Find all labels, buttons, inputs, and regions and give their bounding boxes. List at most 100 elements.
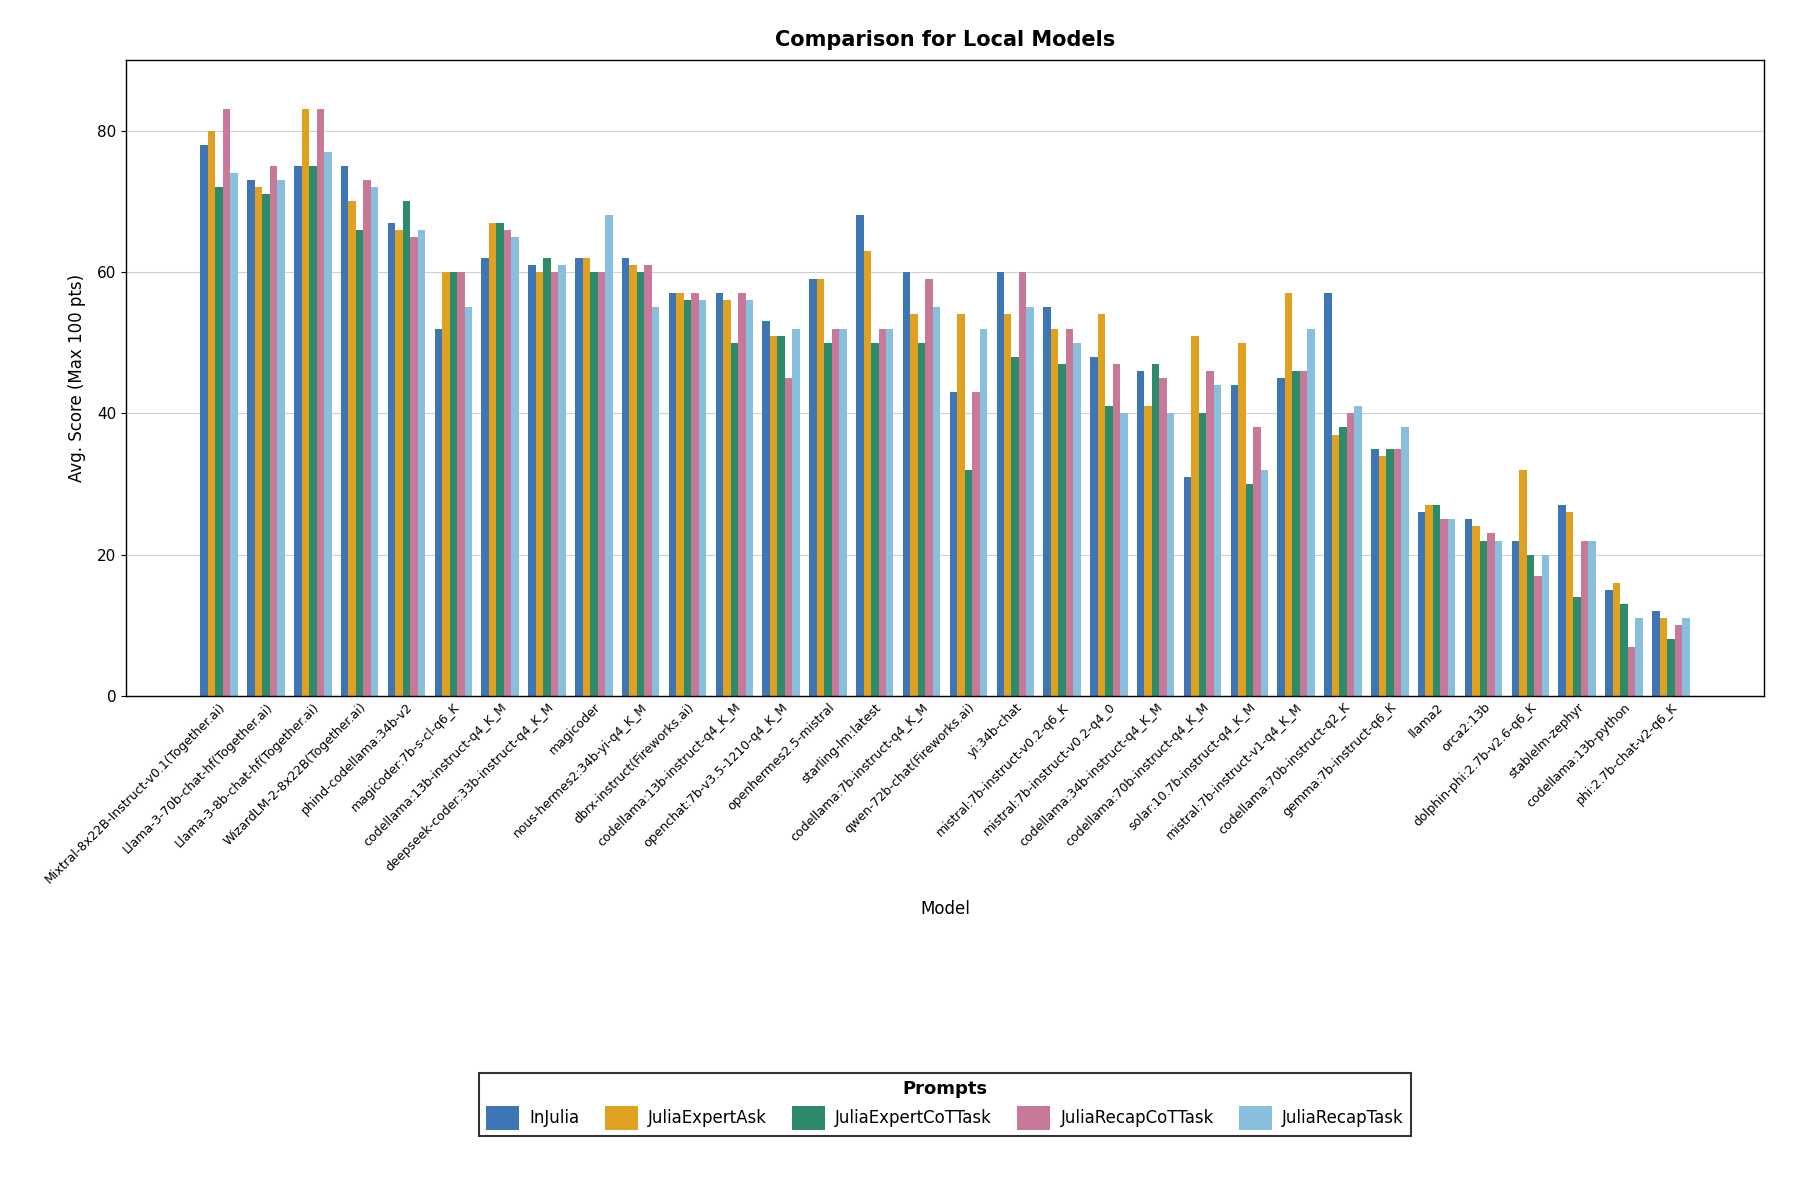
Bar [1285,293,1292,696]
Title: Comparison for Local Models: Comparison for Local Models [774,30,1116,50]
Bar [356,229,364,696]
Bar [1260,470,1269,696]
Bar [965,470,972,696]
Bar [716,293,724,696]
Bar [997,272,1004,696]
Bar [1566,512,1573,696]
Bar [857,216,864,696]
Bar [1433,505,1440,696]
Bar [410,236,418,696]
Bar [1012,356,1019,696]
Bar [497,222,504,696]
Bar [1526,554,1534,696]
Bar [1145,407,1152,696]
Bar [1231,385,1238,696]
Bar [1213,385,1220,696]
Bar [403,202,410,696]
Bar [724,300,731,696]
Bar [1246,484,1253,696]
Bar [1105,407,1112,696]
Bar [598,272,605,696]
Bar [644,265,652,696]
Bar [1606,590,1613,696]
Bar [464,307,472,696]
Bar [418,229,425,696]
Bar [864,251,871,696]
Bar [209,131,216,696]
Bar [652,307,659,696]
Bar [1426,505,1433,696]
Bar [785,378,792,696]
Bar [1393,449,1400,696]
Bar [1480,540,1487,696]
Bar [1440,520,1447,696]
Bar [958,314,965,696]
Bar [972,392,979,696]
Bar [216,187,223,696]
Bar [763,322,770,696]
Bar [1159,378,1166,696]
Bar [1681,618,1690,696]
Bar [1559,505,1566,696]
Bar [932,307,940,696]
Bar [1372,449,1379,696]
Bar [1634,618,1643,696]
Bar [605,216,612,696]
Bar [691,293,698,696]
Bar [1019,272,1026,696]
Bar [293,166,302,696]
Bar [1487,534,1494,696]
Bar [1026,307,1033,696]
Bar [1627,647,1634,696]
Bar [1184,476,1192,696]
Bar [738,293,745,696]
Bar [364,180,371,696]
Bar [590,272,598,696]
Bar [1332,434,1339,696]
Bar [1379,456,1386,696]
Bar [511,236,518,696]
Bar [1339,427,1346,696]
Bar [349,202,356,696]
Bar [387,222,396,696]
Bar [810,280,817,696]
Bar [457,272,464,696]
Bar [1354,407,1363,696]
Bar [878,329,886,696]
Bar [839,329,846,696]
Bar [1199,413,1206,696]
Bar [551,272,558,696]
Bar [1051,329,1058,696]
Bar [1206,371,1213,696]
Bar [621,258,630,696]
Bar [1613,583,1620,696]
Bar [1004,314,1012,696]
Bar [1541,554,1550,696]
Bar [824,343,832,696]
Bar [1166,413,1174,696]
Bar [317,109,324,696]
Bar [770,336,778,696]
Bar [1307,329,1316,696]
Bar [745,300,752,696]
Bar [1472,527,1480,696]
Bar [1152,364,1159,696]
Bar [396,229,403,696]
Bar [544,258,551,696]
Bar [324,152,331,696]
Bar [1580,540,1588,696]
Bar [1192,336,1199,696]
Bar [583,258,590,696]
Bar [256,187,263,696]
Bar [630,265,637,696]
Bar [1660,618,1667,696]
X-axis label: Model: Model [920,900,970,918]
Bar [270,166,277,696]
Bar [979,329,986,696]
Bar [443,272,450,696]
Bar [310,166,317,696]
Bar [1519,470,1526,696]
Bar [1300,371,1307,696]
Bar [1098,314,1105,696]
Bar [911,314,918,696]
